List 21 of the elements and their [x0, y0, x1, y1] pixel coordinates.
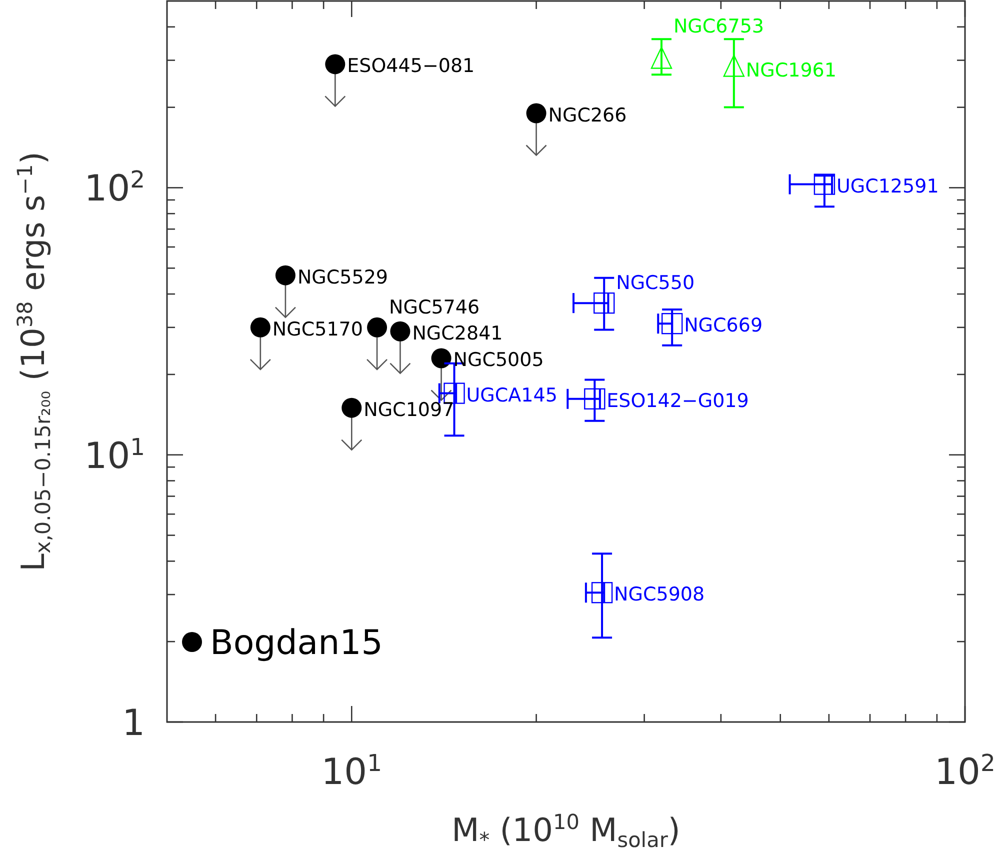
annotation: NGC550 [616, 272, 695, 294]
annotation: UGCA145 [466, 384, 558, 406]
annotation: NGC5908 [614, 584, 705, 606]
y-tick-label: 1 [122, 703, 145, 744]
annotation: NGC6753 [673, 15, 764, 38]
annotation: NGC5746 [389, 296, 480, 318]
annotation: NGC5005 [453, 349, 544, 372]
annotation: NGC5529 [297, 266, 388, 288]
annotation: NGC5170 [272, 318, 363, 340]
annotation: NGC669 [684, 314, 763, 337]
y-tick-label: 10$^{1}$ [84, 433, 145, 477]
annotation: NGC1961 [746, 59, 836, 82]
annotation: ESO445−081 [347, 55, 475, 78]
legend-label: Bogdan15 [210, 623, 383, 663]
annotation: UGC12591 [836, 175, 939, 198]
annotation: NGC266 [548, 104, 627, 126]
annotation: NGC2841 [412, 322, 503, 344]
x-axis-title: M$_{*}$ (10$^{10}$ M$_{solar}$) [452, 810, 680, 852]
annotation: ESO142−G019 [606, 390, 749, 412]
annotation: NGC1097 [364, 398, 454, 421]
y-tick-label: 10$^{2}$ [84, 166, 145, 210]
